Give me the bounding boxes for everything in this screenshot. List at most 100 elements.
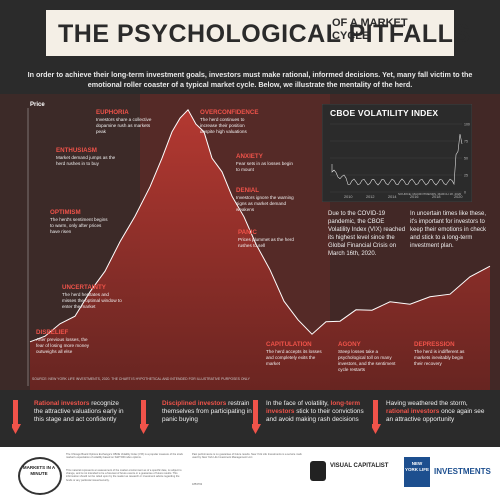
phase-title-depression: DEPRESSION <box>414 341 455 348</box>
phase-desc-overconfidence: increase their position <box>200 123 245 128</box>
chart-source: SOURCE: NEW YORK LIFE INVESTMENTS, 2020.… <box>32 377 250 381</box>
vix-x-tick: 2016 <box>410 195 418 199</box>
vix-x-tick: 2014 <box>388 195 396 199</box>
page-title: THE PSYCHOLOGICAL PITFALLS <box>58 20 471 48</box>
phase-title-anxiety: ANXIETY <box>236 153 264 160</box>
footnote-performance: Past performance is no guarantee of futu… <box>192 453 302 460</box>
markets-logo-text: MARKETS IN A MINUTE <box>22 465 56 476</box>
vix-source: SOURCE: MACROTRENDS, MARCH 18, 2020 <box>398 192 462 196</box>
vix-y-tick: 25 <box>464 174 468 178</box>
phase-desc-overconfidence: despite high valuations <box>200 129 247 134</box>
vix-note-covid: Due to the COVID-19 pandemic, the CBOE V… <box>328 211 406 257</box>
phase-desc-agony: psychological toll on many <box>338 355 392 360</box>
nyl-logo-box <box>404 457 430 487</box>
phase-desc-enthusiasm: Market demand jumps as the <box>56 155 116 160</box>
phase-desc-euphoria: peak <box>96 129 107 134</box>
vix-title: CBOE VOLATILITY INDEX <box>330 108 439 118</box>
phase-title-panic: PANIC <box>238 229 257 236</box>
phase-desc-capitulation: and completely exits the <box>266 355 316 360</box>
arrow-icon <box>12 400 21 434</box>
footnote-code: 1853763 <box>192 483 203 486</box>
takeaway-3-text: stick to their convictions and avoid mak… <box>266 408 364 423</box>
vc-logo-icon <box>310 461 326 481</box>
takeaway-1-text: recognize the attractive valuations earl… <box>34 400 124 423</box>
phase-desc-denial: signs as market demand <box>236 201 286 206</box>
phase-desc-depression: markets inevitably begin <box>414 355 464 360</box>
phase-title-enthusiasm: ENTHUSIASM <box>56 147 97 154</box>
vix-x-tick: 2020 <box>454 195 462 199</box>
takeaway-2: Disciplined investors restrain themselve… <box>140 400 252 436</box>
takeaway-2-red: Disciplined investors <box>162 400 227 407</box>
vix-y-tick: 0 <box>464 191 466 195</box>
arrow-icon <box>140 400 149 434</box>
vix-ticks: 100 75 50 25 0 2010 2012 2014 2016 2018 2020 <box>344 123 470 200</box>
investments-logo-text: INVESTMENTS <box>434 467 491 476</box>
phase-desc-disbelief: After previous losses, the <box>36 337 88 342</box>
vix-y-tick: 100 <box>464 123 470 127</box>
phase-desc-overconfidence: The herd continues to <box>200 117 245 122</box>
page-subtitle: OF A MARKET CYCLE <box>332 17 408 42</box>
takeaway-4: Having weathered the storm, rational inv… <box>372 400 492 436</box>
phase-desc-optimism: The herd's sentiment begins <box>50 217 108 222</box>
phase-title-denial: DENIAL <box>236 187 259 194</box>
phase-title-agony: AGONY <box>338 341 362 348</box>
takeaway-3-red: long-term investors <box>266 400 361 415</box>
takeaway-2-text: restrain themselves from participating i… <box>162 400 252 423</box>
takeaway-3-pre: In the face of volatility, <box>266 400 329 407</box>
phase-desc-optimism: to warm, only after prices <box>50 223 102 228</box>
phase-title-overconfidence: OVERCONFIDENCE <box>200 109 258 116</box>
footer: MARKETS IN A MINUTE The Chicago Board Op… <box>0 447 500 500</box>
phase-desc-enthusiasm: herd rushes in to buy <box>56 161 100 166</box>
phase-desc-denial: Investors ignore the warning <box>236 195 294 200</box>
arrow-icon <box>252 400 261 434</box>
price-area <box>30 109 490 391</box>
vix-x-tick: 2010 <box>344 195 352 199</box>
phase-desc-anxiety: to mount <box>236 167 255 172</box>
phase-title-uncertainty: UNCERTAINTY <box>62 284 107 291</box>
phase-desc-uncertainty: misses the optimal window to <box>62 298 122 303</box>
phase-desc-capitulation: The herd accepts its losses <box>266 349 322 354</box>
y-axis-label: Price <box>30 102 45 108</box>
vix-y-tick: 50 <box>464 157 468 161</box>
phase-desc-agony: investors, and the sentiment <box>338 361 396 366</box>
phase-desc-agony: cycle restarts <box>338 367 366 372</box>
takeaway-1: Rational investors recognize the attract… <box>12 400 124 436</box>
nyl-logo-text: NEW YORK LIFE <box>405 461 430 472</box>
vix-grid <box>330 123 462 193</box>
takeaway-4-text: once again see an attractive opportunity <box>386 408 485 423</box>
footnote-disclaimer: This material represents an assessment o… <box>66 469 182 482</box>
phase-desc-depression: The herd is indifferent as <box>414 349 465 354</box>
phase-title-capitulation: CAPITULATION <box>266 341 312 348</box>
vix-note-advice: In uncertain times like these, it's impo… <box>410 211 487 249</box>
takeaways-band <box>0 395 500 443</box>
vix-line <box>331 133 463 186</box>
phase-desc-capitulation: market <box>266 361 281 366</box>
phase-title-disbelief: DISBELIEF <box>36 329 69 336</box>
takeaway-3: In the face of volatility, long-term inv… <box>252 400 370 436</box>
phase-desc-euphoria: dopamine rush as markets <box>96 123 151 128</box>
intro-text: In order to achieve their long-term inve… <box>27 70 473 89</box>
vix-frame <box>321 103 473 203</box>
phase-desc-denial: weakens <box>236 207 255 212</box>
takeaway-4-pre: Having weathered the storm, <box>386 400 468 407</box>
title-box <box>46 10 454 56</box>
phase-desc-euphoria: Investors share a collective <box>96 117 152 122</box>
vix-x-tick: 2012 <box>366 195 374 199</box>
vix-inset: 100 75 50 25 0 2010 2012 2014 2016 2018 2020 <box>321 103 473 203</box>
footnote-vix: The Chicago Board Options Exchange's CBO… <box>66 453 183 460</box>
vix-svg: 100 75 50 25 0 2010 2012 2014 2016 2018 2020 <box>321 103 473 203</box>
phase-desc-optimism: have risen <box>50 229 72 234</box>
phase-desc-uncertainty: enter the market <box>62 304 96 309</box>
phase-desc-anxiety: Fear sets in as losses begin <box>236 161 293 166</box>
phase-desc-panic: rushes to sell <box>238 243 265 248</box>
phase-title-optimism: OPTIMISM <box>50 209 81 216</box>
vc-logo-text: VISUAL CAPITALIST <box>330 463 389 469</box>
phase-title-euphoria: EUPHORIA <box>96 109 129 116</box>
takeaway-4-red: rational investors <box>386 408 440 415</box>
phase-desc-uncertainty: The herd hesitates and <box>62 292 109 297</box>
vix-x-tick: 2018 <box>432 195 440 199</box>
phase-desc-disbelief: fear of losing more money <box>36 343 90 348</box>
markets-logo <box>18 457 62 495</box>
phase-desc-agony: Steep losses take a <box>338 349 379 354</box>
